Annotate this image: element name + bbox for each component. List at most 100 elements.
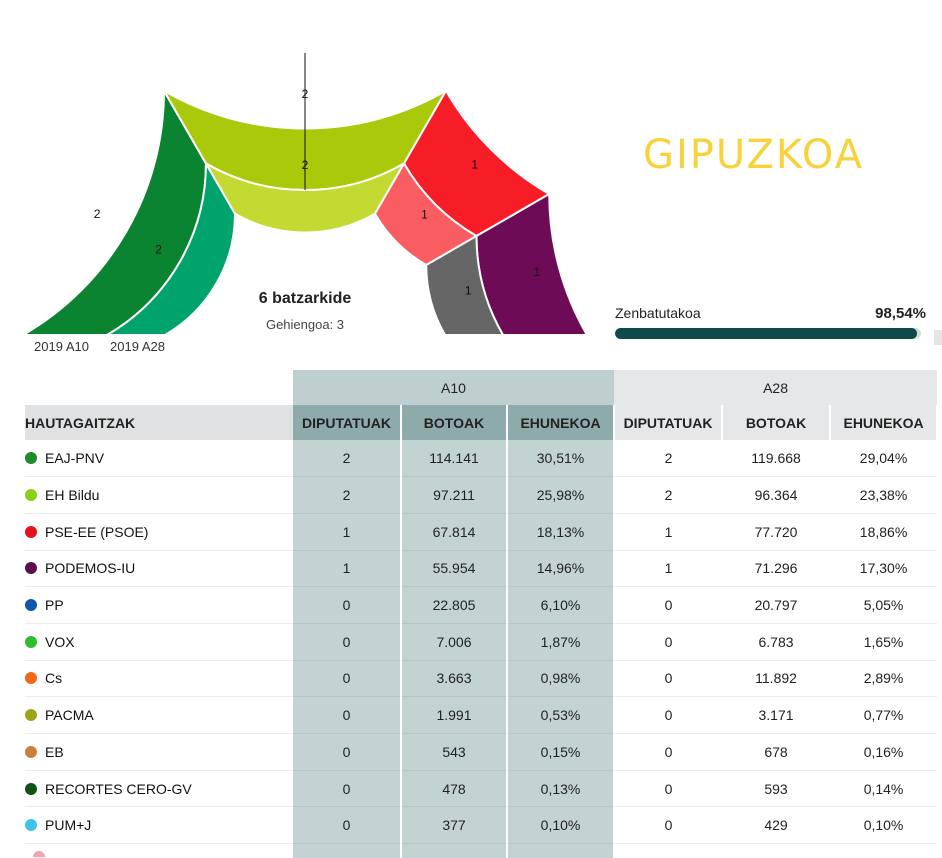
seat-slice-a28-3[interactable] xyxy=(425,234,505,336)
party-name-cell: PACMA xyxy=(25,696,293,734)
a10-votes-cell: 55.954 xyxy=(401,550,508,588)
a10-percent-cell: 0,98% xyxy=(507,660,616,698)
party-color-dot xyxy=(25,672,37,685)
counted-label: Zenbatutakoa xyxy=(615,305,701,321)
a10-seats-cell: 0 xyxy=(293,623,402,661)
party-name-cell: PODEMOS-IU xyxy=(25,550,293,588)
a28-percent-cell: 0,77% xyxy=(830,696,938,734)
a28-seats-cell: 1 xyxy=(614,550,723,588)
party-color-dot xyxy=(25,525,37,538)
seat-count-label: 1 xyxy=(421,208,428,222)
party-name: PODEMOS-IU xyxy=(45,560,136,577)
party-name-cell xyxy=(25,843,293,858)
a10-seats-cell: 0 xyxy=(293,770,402,808)
a28-seats-cell: 0 xyxy=(614,586,723,624)
table-row: EAJ-PNV 2 114.141 30,51% 2 119.668 29,04% xyxy=(25,440,938,478)
a28-votes-cell: 3.171 xyxy=(722,696,831,734)
party-name-cell: PUM+J xyxy=(25,806,293,845)
a28-votes-cell: 593 xyxy=(722,770,831,808)
a28-seats-cell: 2 xyxy=(614,440,723,478)
counted-value: 98,54% xyxy=(875,305,926,322)
a28-seats-cell: 0 xyxy=(614,623,723,661)
a10-percent-cell: 0,13% xyxy=(507,770,616,808)
party-name-cell: RECORTES CERO-GV xyxy=(25,770,293,808)
table-row: PSE-EE (PSOE) 1 67.814 18,13% 1 77.720 18,86% xyxy=(25,513,938,551)
col-header-a10-seats[interactable]: DIPUTATUAK xyxy=(293,405,402,440)
col-header-a28-votes[interactable]: BOTOAK xyxy=(722,405,832,440)
a28-percent-cell: 0,16% xyxy=(830,733,938,771)
table-row: PUM+J 0 377 0,10% 0 429 0,10% xyxy=(25,806,938,845)
party-color-dot xyxy=(33,851,45,858)
a10-seats-cell: 0 xyxy=(293,660,402,698)
a28-seats-cell: 0 xyxy=(614,733,723,771)
party-name: EAJ-PNV xyxy=(45,450,105,467)
a10-votes-cell: 67.814 xyxy=(401,513,508,551)
seat-count-label: 1 xyxy=(533,265,540,279)
party-name-cell: EH Bildu xyxy=(25,476,293,514)
party-name: EB xyxy=(45,743,64,760)
a10-votes-cell: 7.006 xyxy=(401,623,508,661)
party-color-dot xyxy=(25,562,37,575)
party-name: PACMA xyxy=(45,707,94,724)
col-header-a10-votes[interactable]: BOTOAK xyxy=(401,405,508,440)
table-row: RECORTES CERO-GV 0 478 0,13% 0 593 0,14% xyxy=(25,770,938,808)
a28-votes-cell: 6.783 xyxy=(722,623,831,661)
party-name-cell: PSE-EE (PSOE) xyxy=(25,513,293,551)
party-name-cell: EB xyxy=(25,733,293,771)
party-name-cell: VOX xyxy=(25,623,293,661)
a10-seats-cell: 0 xyxy=(293,696,402,734)
col-header-a10-percent[interactable]: EHUNEKOA xyxy=(507,405,616,440)
col-header-a28-percent[interactable]: EHUNEKOA xyxy=(830,405,939,440)
seat-count-label: 2 xyxy=(94,207,101,221)
column-header-row: HAUTAGAITZAK DIPUTATUAK BOTOAK EHUNEKOA … xyxy=(25,405,939,440)
group-header-a28: A28 xyxy=(614,370,938,405)
a28-seats-cell: 1 xyxy=(614,513,723,551)
a28-percent-cell: 29,04% xyxy=(830,440,938,478)
a10-votes-cell: 478 xyxy=(401,770,508,808)
party-name: EH Bildu xyxy=(45,487,100,504)
party-color-dot xyxy=(25,819,37,832)
inner-ring-label: 2019 A28 xyxy=(110,339,165,354)
outer-ring-label: 2019 A10 xyxy=(34,339,89,354)
a10-votes-cell: 97.211 xyxy=(401,476,508,514)
a10-percent-cell: 0,15% xyxy=(507,733,616,771)
table-row: EB 0 543 0,15% 0 678 0,16% xyxy=(25,733,938,771)
party-name: PSE-EE (PSOE) xyxy=(45,523,149,540)
party-name: RECORTES CERO-GV xyxy=(45,780,192,797)
a28-seats-cell: 0 xyxy=(614,806,723,845)
group-header-row: A10 A28 xyxy=(25,370,938,405)
a28-percent-cell: 0,14% xyxy=(830,770,938,808)
region-title: GIPUZKOA xyxy=(643,132,865,178)
a10-percent-cell: 25,98% xyxy=(507,476,616,514)
col-header-candidates[interactable]: HAUTAGAITZAK xyxy=(25,405,293,440)
party-name-cell: EAJ-PNV xyxy=(25,440,293,478)
a10-seats-cell: 0 xyxy=(293,806,402,845)
a28-percent-cell: 2,89% xyxy=(830,660,938,698)
a10-percent-cell: 0,10% xyxy=(507,806,616,845)
table-row-partial xyxy=(25,843,938,858)
party-name-cell: Cs xyxy=(25,660,293,698)
table-row: Cs 0 3.663 0,98% 0 11.892 2,89% xyxy=(25,660,938,698)
a10-votes-cell: 1.991 xyxy=(401,696,508,734)
party-color-dot xyxy=(25,745,37,758)
table-row: PACMA 0 1.991 0,53% 0 3.171 0,77% xyxy=(25,696,938,734)
group-header-spacer xyxy=(25,370,293,405)
majority-subtitle: Gehiengoa: 3 xyxy=(265,317,345,332)
party-name-cell: PP xyxy=(25,586,293,624)
table-row: PODEMOS-IU 1 55.954 14,96% 1 71.296 17,30% xyxy=(25,550,938,588)
party-color-dot xyxy=(25,452,37,465)
a28-votes-cell: 429 xyxy=(722,806,831,845)
a10-percent-cell: 30,51% xyxy=(507,440,616,478)
a28-percent-cell: 0,10% xyxy=(830,806,938,845)
a10-votes-cell: 3.663 xyxy=(401,660,508,698)
a28-percent-cell: 23,38% xyxy=(830,476,938,514)
a10-seats-cell: 1 xyxy=(293,550,402,588)
table-row: PP 0 22.805 6,10% 0 20.797 5,05% xyxy=(25,586,938,624)
col-header-a28-seats[interactable]: DIPUTATUAK xyxy=(614,405,724,440)
a28-seats-cell: 0 xyxy=(614,696,723,734)
seat-hemicycle-chart: 22112211 6 batzarkide Gehiengoa: 3 2019 … xyxy=(0,0,610,360)
a28-votes-cell: 96.364 xyxy=(722,476,831,514)
a10-seats-cell: 2 xyxy=(293,476,402,514)
a10-percent-cell: 1,87% xyxy=(507,623,616,661)
a28-votes-cell: 678 xyxy=(722,733,831,771)
